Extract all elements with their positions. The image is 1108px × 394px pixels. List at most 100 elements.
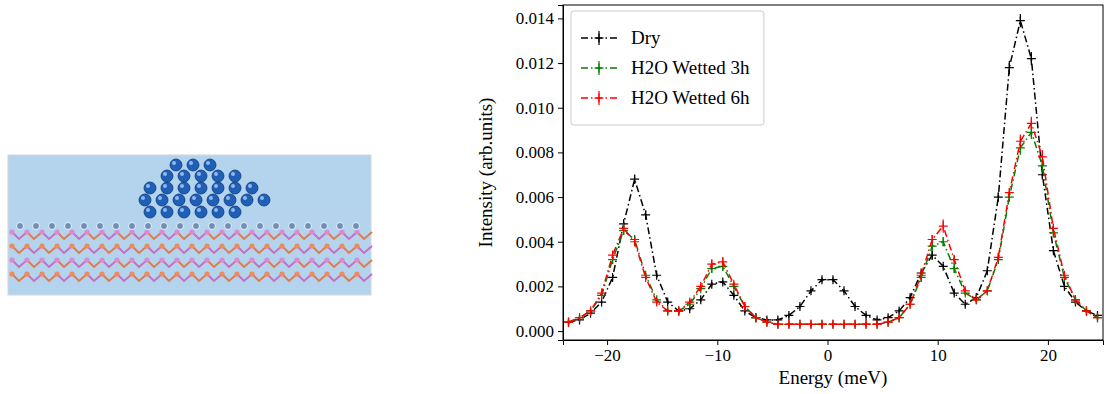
water-droplet-molecule xyxy=(178,206,190,218)
lattice-atom xyxy=(9,229,14,234)
lattice-atom xyxy=(114,257,119,262)
data-point xyxy=(652,271,661,280)
molecule-highlight xyxy=(180,172,184,176)
adsorbed-molecule xyxy=(129,223,136,230)
data-point xyxy=(795,302,804,311)
lattice-atom xyxy=(279,271,284,276)
data-point xyxy=(862,320,871,329)
data-point xyxy=(906,300,915,309)
lattice-atom xyxy=(204,271,209,276)
lattice-atom xyxy=(204,243,209,248)
lattice-atom xyxy=(24,243,29,248)
data-point xyxy=(873,320,882,329)
lattice-atom xyxy=(159,271,164,276)
data-point xyxy=(862,311,871,320)
adsorbed-molecule xyxy=(273,223,280,230)
lattice-atom xyxy=(324,243,329,248)
adsorbed-molecule xyxy=(97,223,104,230)
tick: 0.002 xyxy=(516,277,563,296)
data-point xyxy=(674,306,683,315)
lattice-atom xyxy=(249,271,254,276)
tick-label: 0.002 xyxy=(516,277,554,296)
data-point xyxy=(873,320,882,329)
molecule-highlight xyxy=(209,196,213,200)
tick-label: 0.006 xyxy=(516,188,554,207)
lattice-atom xyxy=(279,257,284,262)
tick: 0.000 xyxy=(516,322,563,341)
lattice-atom xyxy=(144,229,149,234)
tick-label: 0.008 xyxy=(516,143,554,162)
series xyxy=(564,126,1102,329)
water-droplet-molecule xyxy=(224,194,236,206)
lattice-atom xyxy=(54,229,59,234)
tick-label: 10 xyxy=(930,346,947,365)
lattice-atom xyxy=(264,257,269,262)
lattice-atom xyxy=(294,243,299,248)
y-axis-title: Intensity (arb.units) xyxy=(475,98,497,248)
water-droplet-molecule xyxy=(229,170,241,182)
data-point xyxy=(817,320,826,329)
lattice-atom xyxy=(309,243,314,248)
data-point xyxy=(641,273,650,282)
series-line xyxy=(569,132,1098,324)
lattice-atom xyxy=(24,229,29,234)
lattice-atom xyxy=(234,271,239,276)
lattice-atom xyxy=(264,271,269,276)
data-point xyxy=(994,253,1003,262)
data-point xyxy=(663,298,672,307)
adsorbed-molecule xyxy=(49,223,56,230)
data-point xyxy=(928,235,937,244)
lattice-atom xyxy=(264,229,269,234)
lattice-atom xyxy=(9,257,14,262)
molecule-highlight xyxy=(180,184,184,188)
water-droplet-molecule xyxy=(144,182,156,194)
lattice-atom xyxy=(219,271,224,276)
lattice-atom xyxy=(39,229,44,234)
axis-line xyxy=(564,341,1104,346)
water-droplet-molecule xyxy=(144,206,156,218)
data-point xyxy=(784,320,793,329)
lattice-atom xyxy=(69,243,74,248)
lattice-atom xyxy=(339,257,344,262)
molecule-highlight xyxy=(192,196,196,200)
lattice-atom xyxy=(84,229,89,234)
data-point xyxy=(817,275,826,284)
lattice-atom xyxy=(354,271,359,276)
adsorbed-molecule xyxy=(161,223,168,230)
tick-label: 0.004 xyxy=(516,233,555,252)
data-point xyxy=(829,275,838,284)
tick-mark xyxy=(558,331,563,332)
molecule-highlight xyxy=(248,184,252,188)
legend-label: Dry xyxy=(631,27,661,48)
data-point xyxy=(718,257,727,266)
water-droplet-molecule xyxy=(173,194,185,206)
lattice-atom xyxy=(144,243,149,248)
lattice-atom xyxy=(54,271,59,276)
tick-mark xyxy=(558,18,563,19)
data-point xyxy=(740,302,749,311)
series-line xyxy=(569,123,1098,324)
data-point xyxy=(884,318,893,327)
adsorbed-molecule xyxy=(257,223,264,230)
adsorbed-molecule xyxy=(305,223,312,230)
legend-error-bar xyxy=(598,61,599,75)
legend-error-bar xyxy=(598,91,599,105)
adsorbed-molecule xyxy=(353,223,360,230)
data-point xyxy=(862,320,871,329)
series xyxy=(564,14,1102,327)
lattice-atom xyxy=(339,243,344,248)
tick: 0.014 xyxy=(516,9,563,28)
data-point xyxy=(895,313,904,322)
molecule-highlight xyxy=(141,196,145,200)
legend: DryH2O Wetted 3hH2O Wetted 6h xyxy=(571,11,764,125)
lattice-atom xyxy=(114,271,119,276)
data-point xyxy=(1038,152,1047,161)
y-axis: 0.0000.0020.0040.0060.0080.0100.0120.014 xyxy=(516,6,564,342)
tick: −10 xyxy=(704,340,731,365)
water-droplet-molecule xyxy=(161,170,173,182)
data-point xyxy=(630,175,639,184)
lattice-atom xyxy=(324,257,329,262)
lattice-atom xyxy=(219,243,224,248)
molecule-highlight xyxy=(206,161,210,165)
data-point xyxy=(840,320,849,329)
